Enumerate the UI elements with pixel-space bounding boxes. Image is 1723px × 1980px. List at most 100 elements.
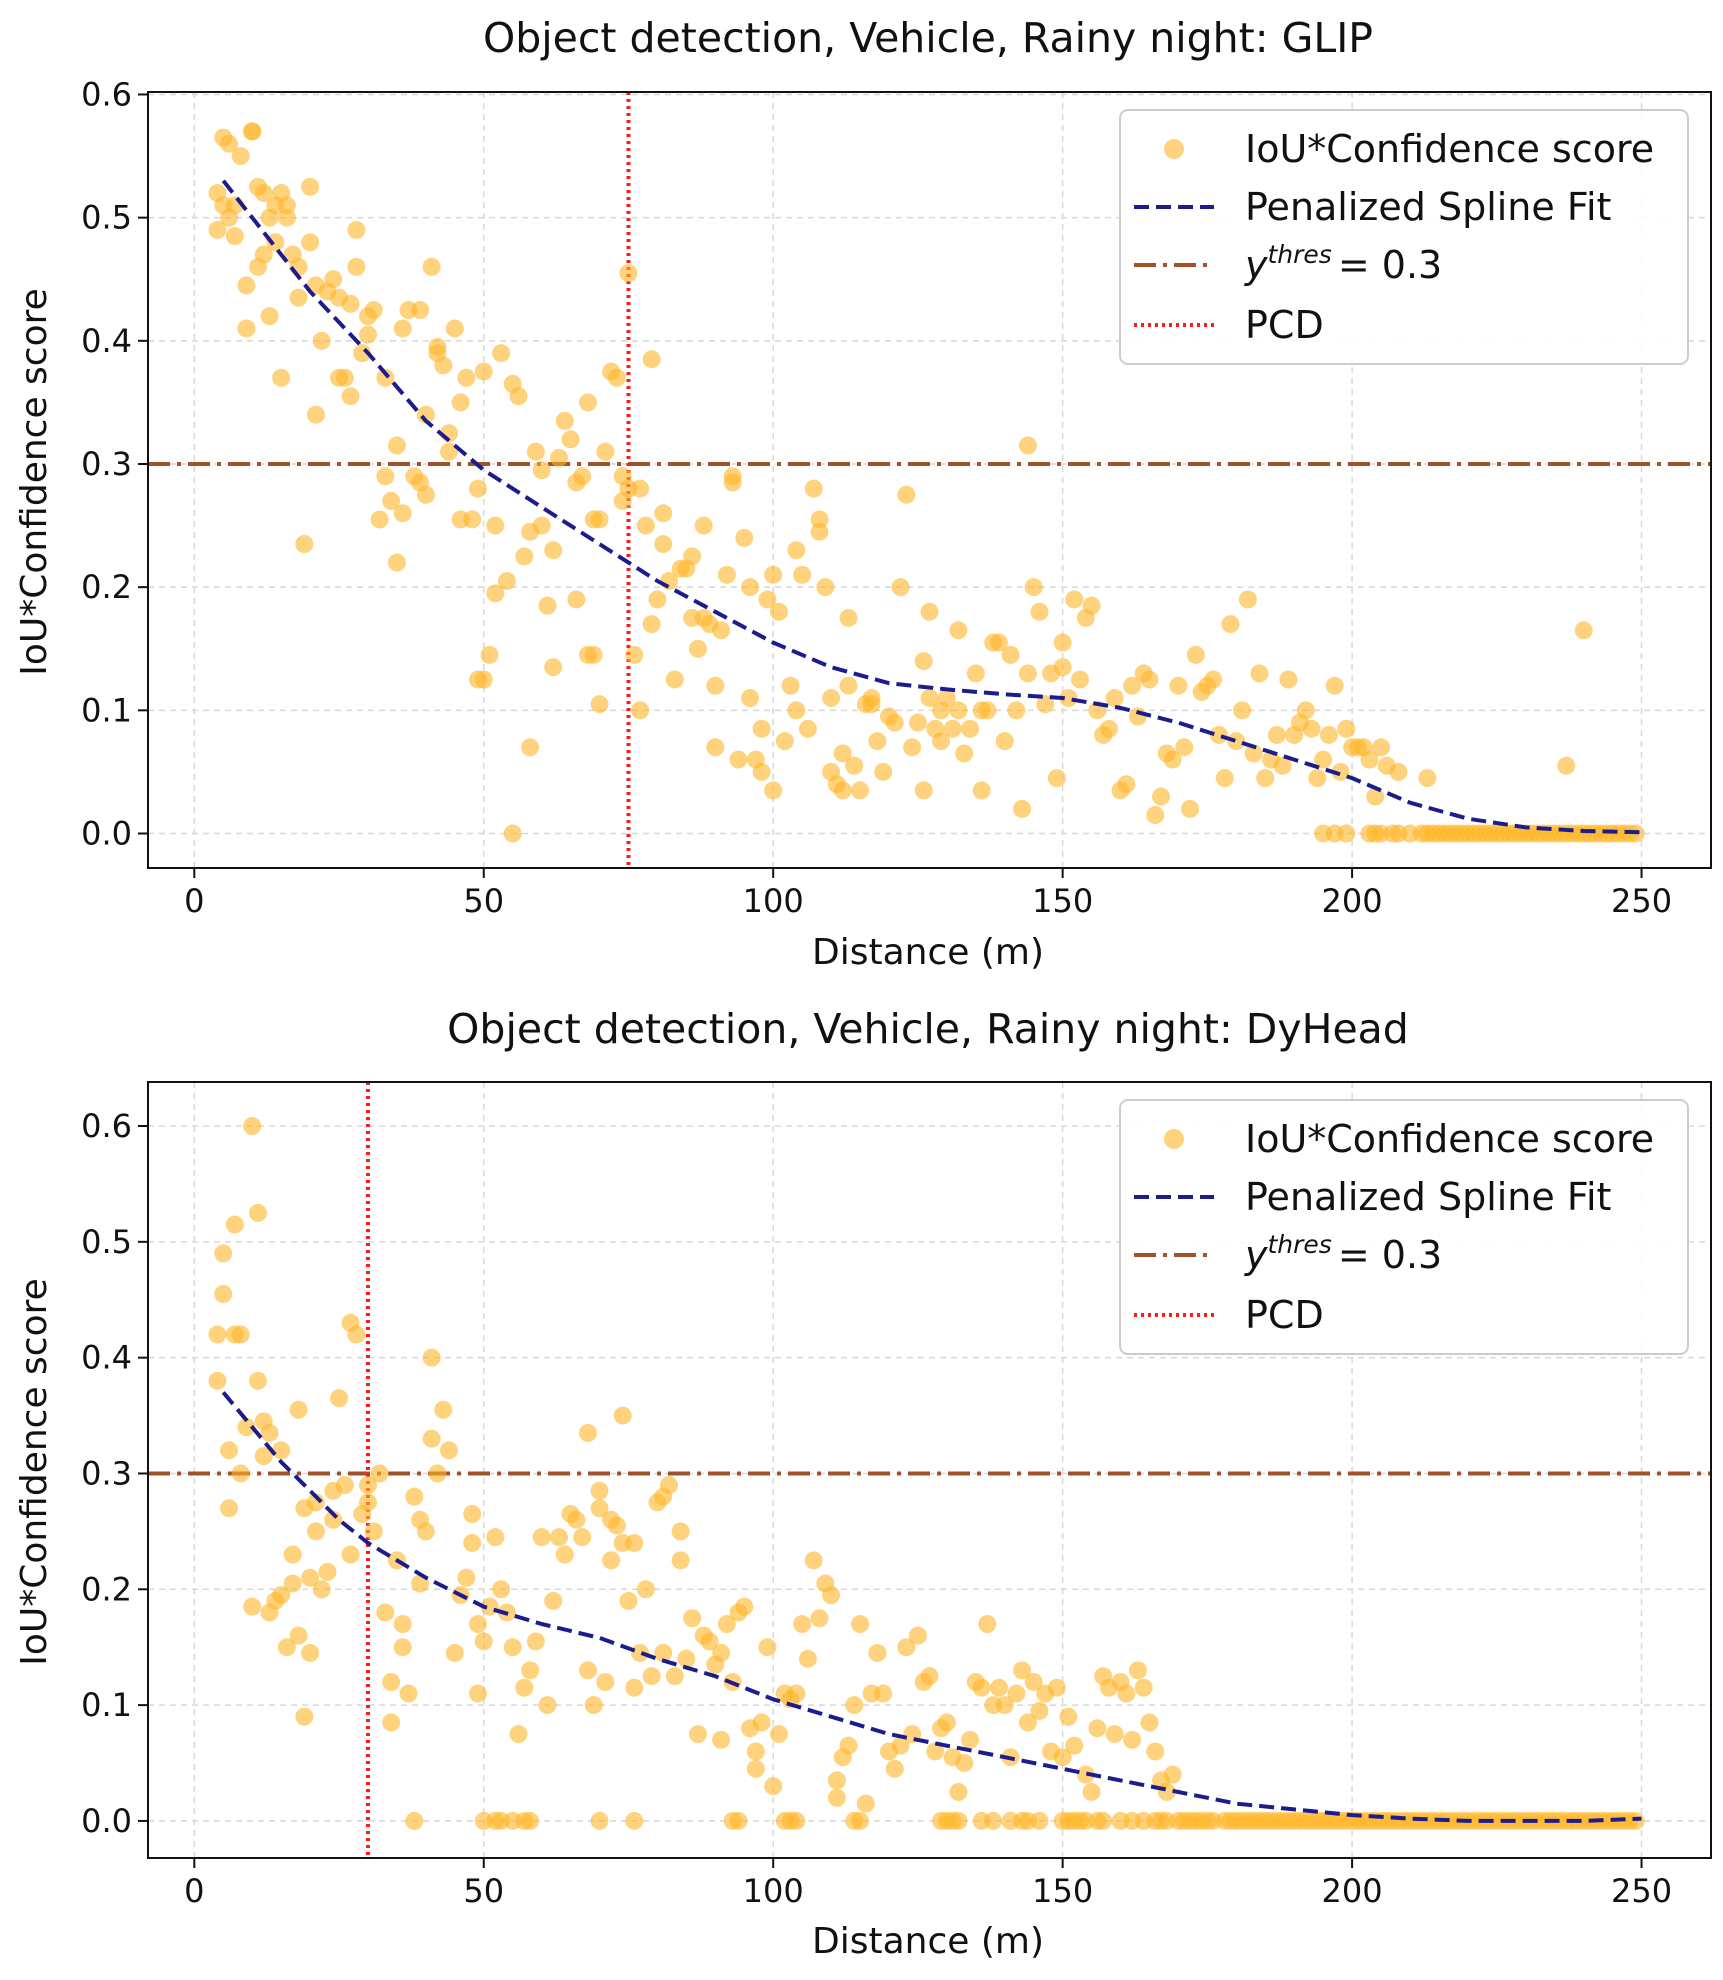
x-tick-label: 50: [463, 882, 504, 920]
data-point: [1047, 1678, 1066, 1697]
spline-fit: [221, 179, 1642, 835]
x-tick-label: 250: [1611, 882, 1672, 920]
plot-frame: [147, 91, 1712, 869]
data-point: [1053, 633, 1072, 652]
data-point: [1366, 787, 1385, 806]
data-point: [515, 547, 534, 566]
data-point: [1204, 670, 1223, 689]
data-point: [665, 670, 684, 689]
data-point: [978, 701, 997, 720]
data-point: [301, 177, 320, 196]
data-point: [671, 1551, 690, 1570]
data-point: [382, 1672, 401, 1691]
data-point: [810, 1609, 829, 1628]
x-tick-label: 0: [184, 882, 204, 920]
data-point: [434, 356, 453, 375]
data-point: [358, 1476, 377, 1495]
data-point: [752, 762, 771, 781]
data-point: [746, 1759, 765, 1778]
data-point: [578, 1661, 597, 1680]
data-point: [1105, 1725, 1124, 1744]
data-point: [914, 781, 933, 800]
spline-curve: [221, 179, 1642, 835]
data-point: [804, 1551, 823, 1570]
data-point: [272, 1441, 291, 1460]
data-point: [1244, 744, 1263, 763]
data-point: [995, 732, 1014, 751]
data-point: [521, 1661, 540, 1680]
data-point: [712, 1730, 731, 1749]
data-point: [700, 1632, 719, 1651]
data-point: [827, 1771, 846, 1790]
data-point: [1360, 750, 1379, 769]
data-point: [822, 689, 841, 708]
legend-marker-points: [1164, 1129, 1184, 1149]
legend-label-pcd: PCD: [1245, 1293, 1324, 1337]
data-point: [393, 1615, 412, 1634]
data-point: [521, 1811, 540, 1830]
data-point: [683, 1609, 702, 1628]
data-point: [955, 744, 974, 763]
data-point: [1140, 670, 1159, 689]
data-point: [486, 516, 505, 535]
chart-panel-dyhead: Object detection, Vehicle, Rainy night: …: [14, 1005, 1712, 1962]
data-point: [474, 362, 493, 381]
data-point: [225, 227, 244, 246]
data-point: [625, 1678, 644, 1697]
data-point: [660, 1476, 678, 1495]
data-point: [1030, 1701, 1049, 1720]
data-point: [1053, 1748, 1072, 1767]
data-point: [607, 368, 626, 387]
data-point: [1331, 762, 1350, 781]
data-point: [492, 344, 511, 363]
data-point: [793, 1615, 812, 1634]
data-point: [1059, 689, 1078, 708]
y-tick-label: 0.0: [81, 815, 132, 853]
data-point: [532, 461, 551, 480]
data-point: [1256, 769, 1275, 788]
data-point: [318, 1562, 337, 1581]
data-point: [358, 1493, 377, 1512]
data-point: [364, 1522, 383, 1541]
data-point: [1227, 732, 1246, 751]
data-point: [1001, 645, 1020, 664]
data-point: [550, 448, 569, 467]
data-point: [810, 510, 829, 529]
data-point: [578, 1423, 597, 1442]
data-point: [301, 233, 320, 252]
data-point: [961, 1730, 980, 1749]
data-point: [654, 535, 673, 554]
data-point: [393, 504, 412, 523]
data-point: [1018, 436, 1037, 455]
data-point: [416, 1522, 435, 1541]
data-point: [590, 1811, 609, 1830]
data-point: [1337, 824, 1356, 843]
data-point: [468, 479, 487, 498]
data-point: [231, 1325, 250, 1344]
data-point: [914, 652, 933, 671]
data-point: [596, 1672, 615, 1691]
data-point: [787, 701, 806, 720]
data-point: [1273, 756, 1292, 775]
data-point: [735, 528, 754, 547]
data-point: [897, 485, 916, 504]
data-point: [787, 541, 806, 560]
x-tick-label: 100: [743, 1872, 804, 1910]
data-point: [1013, 1661, 1032, 1680]
data-point: [486, 584, 505, 603]
data-point: [347, 1325, 366, 1344]
data-point: [741, 689, 760, 708]
data-point: [845, 1696, 864, 1715]
data-point: [289, 1626, 308, 1645]
data-point: [347, 257, 366, 276]
legend-box: [1119, 1099, 1689, 1355]
data-point: [312, 1580, 331, 1599]
data-point: [590, 510, 609, 529]
data-point: [422, 1348, 441, 1367]
data-point: [399, 1684, 418, 1703]
data-point: [555, 411, 574, 430]
y-tick-label: 0.4: [81, 1339, 132, 1377]
data-point: [874, 1684, 893, 1703]
data-point: [445, 1643, 464, 1662]
y-tick-label: 0.5: [81, 199, 132, 237]
